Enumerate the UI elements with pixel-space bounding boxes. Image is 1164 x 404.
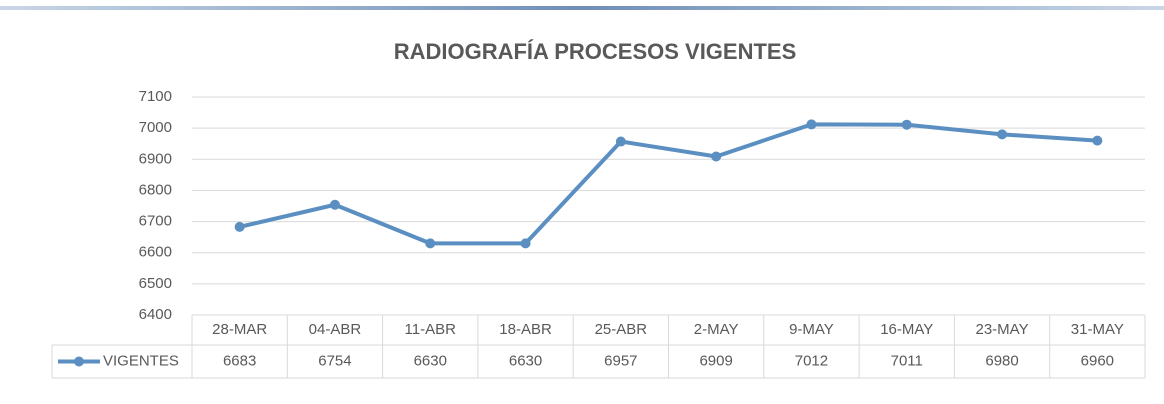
point: [901, 119, 912, 130]
x-tick-label: 9-MAY: [789, 321, 834, 338]
y-tick-label: 6700: [139, 213, 172, 230]
point: [711, 151, 722, 162]
point: [1092, 135, 1103, 146]
point: [520, 238, 531, 249]
x-tick-label: 11-ABR: [405, 321, 457, 338]
point: [234, 221, 245, 232]
table-value: 6683: [223, 352, 256, 369]
y-tick-label: 6900: [139, 150, 172, 167]
y-tick-label: 7100: [139, 88, 172, 105]
table-value: 7012: [795, 352, 828, 369]
table-value: 6909: [699, 352, 732, 369]
y-tick-label: 6400: [139, 306, 172, 323]
point: [425, 238, 436, 249]
chart-title: RADIOGRAFÍA PROCESOS VIGENTES: [394, 39, 797, 64]
table-value: 6754: [318, 352, 351, 369]
point: [329, 199, 340, 210]
table-value: 6980: [985, 352, 1018, 369]
y-tick-label: 7000: [139, 119, 172, 136]
point: [806, 119, 817, 130]
x-tick-label: 18-ABR: [499, 321, 552, 338]
x-tick-label: 04-ABR: [309, 321, 362, 338]
x-tick-label: 2-MAY: [694, 321, 739, 338]
x-tick-label: 25-ABR: [595, 321, 648, 338]
x-tick-label: 23-MAY: [976, 321, 1029, 338]
y-tick-label: 6500: [139, 275, 172, 292]
table-value: 6960: [1081, 352, 1114, 369]
series-line: [239, 122, 1098, 246]
x-tick-label: 31-MAY: [1071, 321, 1124, 338]
legend-marker: [74, 356, 84, 367]
table-value: 7011: [891, 352, 923, 369]
top-bar: [0, 6, 1164, 10]
y-tick-label: 6600: [139, 244, 172, 261]
table-value: 6630: [414, 352, 447, 369]
point: [997, 129, 1008, 140]
point: [615, 136, 626, 147]
table-value: 6630: [509, 352, 542, 369]
table-value: 6957: [604, 352, 637, 369]
x-tick-label: 28-MAR: [212, 321, 267, 338]
y-tick-label: 6800: [139, 181, 172, 198]
legend-label: VIGENTES: [103, 352, 179, 369]
x-tick-label: 16-MAY: [880, 321, 933, 338]
